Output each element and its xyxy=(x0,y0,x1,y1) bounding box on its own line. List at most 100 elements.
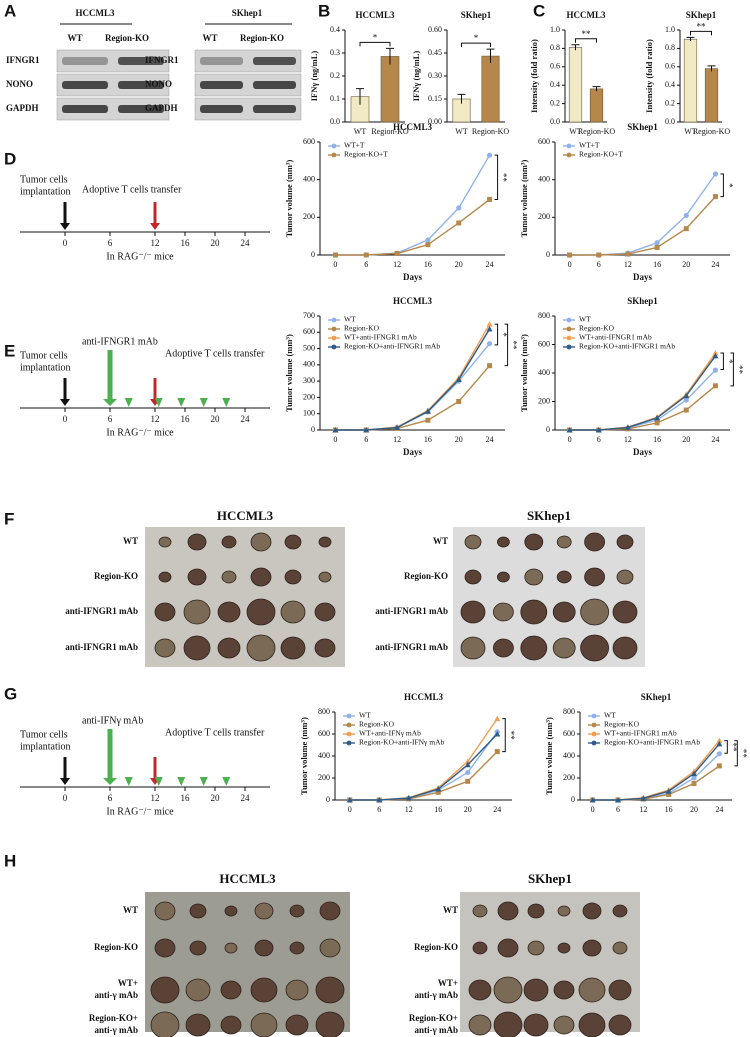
x-tick-label: Region-KO xyxy=(693,127,731,136)
y-tick-label: 600 xyxy=(538,137,550,146)
timeline-tick-label: 0 xyxy=(63,793,68,803)
chart-title: HCCML3 xyxy=(404,692,443,702)
photo-row-label: anti-γ mAb xyxy=(95,990,138,1000)
arrow-head xyxy=(60,223,70,230)
legend-marker xyxy=(566,152,572,158)
blot-band xyxy=(118,105,164,113)
series-line xyxy=(592,743,720,801)
y-axis-label: Tumor volume (mm³) xyxy=(299,717,309,795)
x-tick-label: 0 xyxy=(591,805,595,814)
tumor xyxy=(150,976,180,1004)
x-tick-label: 12 xyxy=(393,435,401,444)
error-bar xyxy=(592,86,601,92)
arrow-head xyxy=(103,778,117,785)
x-tick-label: Region-KO xyxy=(578,127,616,136)
tumor xyxy=(527,903,545,919)
tumor xyxy=(582,902,602,920)
x-tick-label: 16 xyxy=(653,435,661,444)
x-tick-label: 20 xyxy=(682,260,690,269)
chart-title: HCCML3 xyxy=(393,296,432,306)
marker xyxy=(691,781,697,786)
timeline-host: In RAG⁻/⁻ mice xyxy=(106,806,174,817)
error-bar xyxy=(571,44,580,51)
timeline-tick-label: 16 xyxy=(181,414,191,424)
tumor xyxy=(318,571,332,583)
legend-marker xyxy=(566,317,572,323)
y-tick-label: 0 xyxy=(546,250,550,259)
blot-strip xyxy=(194,49,302,73)
tumor xyxy=(578,977,606,1003)
marker xyxy=(640,795,647,801)
significance-label: ** xyxy=(728,742,738,752)
chart-title: HCCML3 xyxy=(567,10,606,20)
y-tick-label: 600 xyxy=(318,729,330,738)
timeline-tick-label: 6 xyxy=(108,793,113,803)
tumor xyxy=(183,599,211,625)
timeline-transfer: Adoptive T cells transfer xyxy=(82,184,182,195)
tumor xyxy=(150,1011,180,1037)
tumor xyxy=(315,976,345,1004)
significance-bracket xyxy=(730,352,734,387)
photo-title: HCCML3 xyxy=(219,871,276,886)
legend-marker xyxy=(591,713,597,719)
tumor xyxy=(289,941,305,955)
marker xyxy=(712,350,719,356)
tumor xyxy=(524,568,544,586)
marker xyxy=(683,392,690,399)
tumor xyxy=(556,570,572,584)
marker xyxy=(346,797,353,803)
arrow-head xyxy=(60,399,70,406)
blot-band xyxy=(253,81,296,89)
legend-label: Region-KO+T xyxy=(344,150,388,159)
y-tick-label: 100 xyxy=(303,409,315,418)
blot-row-label: NONO xyxy=(145,79,172,89)
x-tick-label: 24 xyxy=(486,260,494,269)
tumor xyxy=(608,979,632,1001)
dose-marker xyxy=(177,398,186,407)
significance-label: ** xyxy=(734,365,744,375)
marker xyxy=(624,424,631,430)
legend-label: Region-KO xyxy=(579,324,615,333)
y-tick-label: 0.45 xyxy=(428,48,442,57)
marker xyxy=(589,797,596,803)
photo-row-label: anti-γ mAb xyxy=(415,1025,458,1035)
significance-bracket xyxy=(720,173,724,198)
marker xyxy=(424,408,431,414)
y-axis-label: IFNγ (ng/mL) xyxy=(309,51,319,102)
x-tick-label: 0 xyxy=(348,805,352,814)
tumor xyxy=(472,904,488,918)
blot-strip xyxy=(194,73,302,97)
significance-bracket xyxy=(504,323,509,367)
dose-marker xyxy=(222,777,231,786)
significance-bracket xyxy=(724,740,728,754)
dose-marker xyxy=(154,398,163,407)
photo xyxy=(145,892,350,1032)
error-bar xyxy=(356,88,364,105)
blot-band xyxy=(118,57,164,65)
marker xyxy=(425,242,431,248)
bar xyxy=(589,88,604,123)
tumor xyxy=(584,567,605,587)
blot-strip xyxy=(194,97,302,121)
tumor xyxy=(582,939,602,957)
y-tick-label: 0.0 xyxy=(330,117,340,126)
tumor xyxy=(520,599,548,625)
marker xyxy=(486,152,493,158)
chart-title: SKhep1 xyxy=(627,296,658,306)
tumor xyxy=(557,905,571,917)
tumor xyxy=(464,569,482,585)
y-tick-label: 0 xyxy=(571,795,575,804)
marker xyxy=(456,399,462,404)
tumor xyxy=(250,1012,278,1037)
x-tick-label: 20 xyxy=(690,805,698,814)
y-tick-label: 400 xyxy=(318,751,330,760)
bar xyxy=(481,55,500,123)
photo xyxy=(145,527,345,667)
marker xyxy=(455,376,462,383)
photo-row-label: WT xyxy=(123,536,138,546)
error-bar xyxy=(486,48,495,63)
y-tick-label: 0.30 xyxy=(428,71,442,80)
significance-label: * xyxy=(724,359,734,364)
tumor xyxy=(246,634,276,662)
